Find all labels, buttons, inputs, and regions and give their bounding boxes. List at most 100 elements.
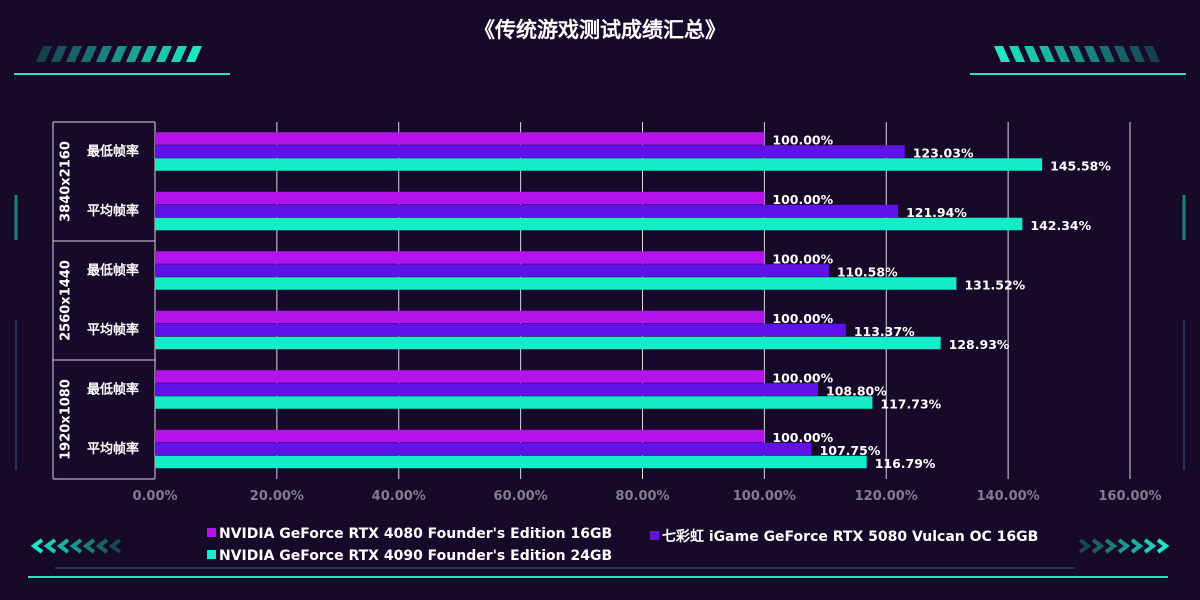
data-label: 100.00% [772,132,833,147]
deco-chevron-right [1091,538,1105,554]
deco-stripe-top-left [141,46,157,62]
x-tick-label: 60.00% [494,489,548,504]
deco-chevron-right [1156,538,1170,554]
deco-stripe-top-right [1039,46,1055,62]
deco-stripe-top-left [111,46,127,62]
deco-chevron-right [1143,538,1157,554]
deco-chevron-left [56,538,70,554]
x-tick-label: 100.00% [733,489,796,504]
deco-stripe-top-left [96,46,112,62]
x-tick-label: 160.00% [1098,489,1161,504]
deco-stripe-top-right [994,46,1010,62]
bar [155,277,957,290]
bar [155,396,873,409]
deco-chevron-left [95,538,109,554]
bar [155,310,765,324]
deco-stripe-top-left [36,46,52,62]
deco-chevron-left [69,538,83,554]
deco-chevron-left [43,538,57,554]
bar [155,429,765,443]
data-label: 128.93% [949,337,1010,352]
data-label: 116.79% [875,456,936,471]
bar [155,191,765,205]
data-label: 123.03% [913,145,974,160]
data-label: 100.00% [772,430,833,445]
data-label: 100.00% [772,370,833,385]
deco-stripe-top-right [1129,46,1145,62]
chart-title: 《传统游戏测试成绩汇总》 [474,18,726,42]
data-label: 107.75% [820,443,881,458]
deco-stripe-top-left [81,46,97,62]
data-label: 145.58% [1050,158,1111,173]
data-label: 100.00% [772,251,833,266]
legend-swatch-rtx4080 [207,528,216,537]
deco-chevron-left [30,538,44,554]
category-label: 最低帧率 [87,143,139,159]
deco-stripe-top-left [66,46,82,62]
deco-chevron-left [108,538,122,554]
data-label: 117.73% [880,396,941,411]
legend-item-rtx4090: NVIDIA GeForce RTX 4090 Founder's Editio… [207,548,612,564]
legend-label-rtx4090: NVIDIA GeForce RTX 4090 Founder's Editio… [219,548,613,564]
data-label: 100.00% [772,311,833,326]
legend-item-rtx5080: 七彩虹 iGame GeForce RTX 5080 Vulcan OC 16G… [650,526,1038,546]
deco-stripe-top-right [1084,46,1100,62]
deco-stripe-top-left [126,46,142,62]
x-tick-label: 0.00% [132,489,177,504]
deco-chevron-right [1104,538,1118,554]
category-label: 平均帧率 [87,322,139,338]
bar [155,264,829,277]
deco-stripe-top-left [156,46,172,62]
bar [155,455,867,469]
deco-stripe-top-right [1024,46,1040,62]
x-tick-label: 20.00% [250,489,304,504]
deco-chevron-left [82,538,96,554]
category-label: 平均帧率 [87,203,139,219]
deco-stripe-top-right [1144,46,1160,62]
group-label: 2560x1440 [59,260,74,341]
legend-label-rtx5080: 七彩虹 iGame GeForce RTX 5080 Vulcan OC 16G… [662,529,1039,545]
deco-stripe-top-right [1009,46,1025,62]
data-label: 131.52% [964,277,1025,292]
group-label: 3840x2160 [59,141,74,222]
legend-item-rtx4080: NVIDIA GeForce RTX 4080 Founder's Editio… [207,526,612,542]
category-label: 最低帧率 [87,381,139,397]
deco-stripe-top-right [1054,46,1070,62]
bar [155,442,812,456]
bar [155,251,765,264]
bar [155,217,1023,231]
deco-stripe-top-right [1069,46,1085,62]
group-label: 1920x1080 [59,379,74,460]
legend-swatch-rtx4090 [207,550,216,559]
deco-stripe-top-left [51,46,67,62]
category-label: 平均帧率 [87,441,139,457]
legend-swatch-rtx5080 [650,531,659,540]
category-label: 最低帧率 [87,262,139,278]
bar [155,336,941,350]
data-label: 108.80% [826,383,887,398]
deco-chevron-right [1117,538,1131,554]
deco-chevron-right [1130,538,1144,554]
deco-chevron-right [1078,538,1092,554]
deco-stripe-top-right [1099,46,1115,62]
bar [155,158,1043,171]
deco-stripe-top-left [186,46,202,62]
data-label: 100.00% [772,192,833,207]
bar [155,323,846,337]
x-tick-label: 140.00% [977,489,1040,504]
data-label: 110.58% [837,264,898,279]
bar [155,370,765,383]
legend-label-rtx4080: NVIDIA GeForce RTX 4080 Founder's Editio… [219,526,613,542]
data-label: 142.34% [1030,218,1091,233]
x-tick-label: 40.00% [372,489,426,504]
deco-stripe-top-left [171,46,187,62]
data-label: 121.94% [906,205,967,220]
bar [155,383,818,396]
x-tick-label: 80.00% [615,489,669,504]
x-tick-label: 120.00% [855,489,918,504]
data-label: 113.37% [854,324,915,339]
bar [155,132,765,145]
bar [155,204,899,218]
